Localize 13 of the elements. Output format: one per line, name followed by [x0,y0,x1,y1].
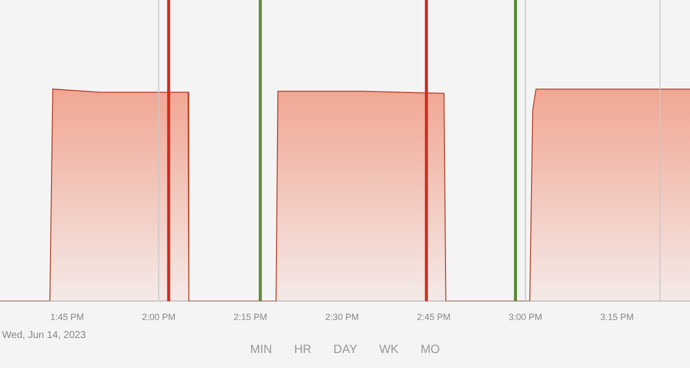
range-button[interactable]: MO [420,342,440,356]
range-button[interactable]: DAY [333,342,358,356]
x-tick-label: 2:15 PM [234,312,268,322]
range-button[interactable]: HR [294,342,312,356]
x-tick-label: 2:30 PM [325,312,359,322]
x-tick-label: 3:15 PM [600,312,634,322]
x-tick-label: 2:00 PM [142,312,176,322]
x-tick-label: 1:45 PM [50,312,84,322]
range-button[interactable]: MIN [250,342,272,356]
x-tick-label: 2:45 PM [416,312,450,322]
x-tick-label: 3:00 PM [508,312,542,322]
text: Wed, Jun 14, 2023 [2,330,86,341]
range-button[interactable]: WK [379,342,399,356]
